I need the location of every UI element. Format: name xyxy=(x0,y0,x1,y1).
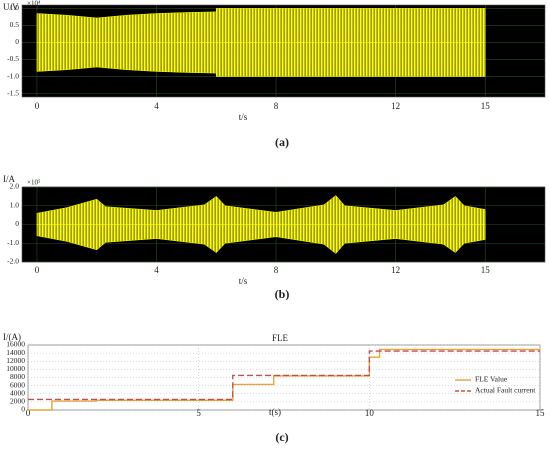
legend-label: Actual Fault current xyxy=(475,386,536,395)
lower-envelope xyxy=(36,224,486,254)
y-axis-label: I/(A) xyxy=(3,332,21,342)
x-tick-label: 4 xyxy=(154,265,159,275)
x-axis-label: t/s xyxy=(239,112,248,122)
y-axis-label: U/V xyxy=(3,2,19,12)
y-tick-label: 0 xyxy=(21,405,25,414)
y-tick-label: -1.0 xyxy=(7,238,19,247)
x-tick-label: 12 xyxy=(391,265,400,275)
y-tick-label: 10000 xyxy=(6,364,25,373)
panel-label: (b) xyxy=(275,287,290,301)
x-tick-label: 15 xyxy=(481,265,491,275)
upper-envelope xyxy=(36,8,486,43)
y-tick-label: 4000 xyxy=(10,388,25,397)
x-tick-label: 8 xyxy=(274,265,279,275)
y-tick-label: -2.0 xyxy=(7,257,19,266)
y-multiplier: ×10⁵ xyxy=(27,179,41,187)
y-tick-label: 0 xyxy=(15,219,19,228)
y-multiplier: ×10⁴ xyxy=(27,0,41,8)
series-line xyxy=(28,350,540,401)
y-tick-label: 2000 xyxy=(10,397,25,406)
y-tick-label: 0 xyxy=(15,37,19,46)
y-tick-label: 16000 xyxy=(6,340,25,349)
series-line xyxy=(28,348,540,411)
y-tick-label: -1.0 xyxy=(7,71,19,80)
y-tick-label: 8000 xyxy=(10,372,25,381)
y-tick-label: 14000 xyxy=(6,348,25,357)
x-tick-label: 5 xyxy=(196,408,201,418)
y-tick-label: 2.0 xyxy=(10,182,20,191)
y-tick-label: 1.0 xyxy=(10,200,20,209)
x-tick-label: 0 xyxy=(35,101,40,111)
x-tick-label: 10 xyxy=(365,408,375,418)
panel-label: (c) xyxy=(275,430,288,444)
x-tick-label: 15 xyxy=(536,408,546,418)
lower-envelope xyxy=(36,42,486,77)
x-axis-label: t/s xyxy=(239,276,248,286)
x-axis-label: t(s) xyxy=(269,407,281,417)
chart-title: FLE xyxy=(272,333,289,343)
legend-label: FLE Value xyxy=(475,375,508,384)
x-tick-label: 0 xyxy=(26,408,31,418)
y-tick-label: 1.0 xyxy=(10,3,20,12)
y-tick-label: 6000 xyxy=(10,380,25,389)
x-tick-label: 15 xyxy=(481,101,491,111)
y-tick-label: -0.5 xyxy=(7,54,19,63)
x-tick-label: 4 xyxy=(154,101,159,111)
y-tick-label: 0.5 xyxy=(10,20,20,29)
x-tick-label: 8 xyxy=(274,101,279,111)
x-tick-label: 0 xyxy=(35,265,40,275)
y-tick-label: -1.5 xyxy=(7,88,19,97)
x-tick-label: 12 xyxy=(391,101,400,111)
upper-envelope xyxy=(36,195,486,225)
y-tick-label: 12000 xyxy=(6,356,25,365)
panel-label: (a) xyxy=(275,135,289,149)
y-axis-label: I/A xyxy=(3,174,15,184)
